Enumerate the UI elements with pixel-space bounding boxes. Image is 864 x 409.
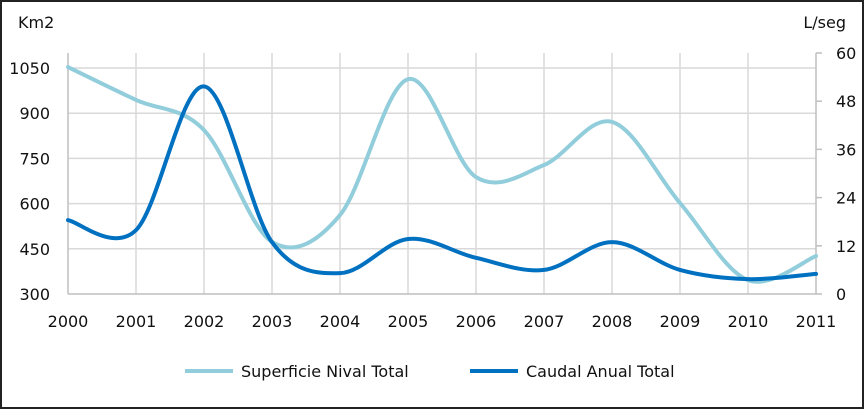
legend-label: Caudal Anual Total bbox=[526, 362, 675, 381]
right-axis-label: L/seg bbox=[803, 13, 846, 32]
series-line-caudal bbox=[66, 84, 818, 282]
right-tick-label: 0 bbox=[836, 285, 846, 304]
x-tick-label: 2004 bbox=[320, 312, 361, 331]
left-tick-label: 1050 bbox=[9, 59, 50, 78]
x-tick-label: 2010 bbox=[728, 312, 769, 331]
right-tick-label: 60 bbox=[836, 44, 856, 63]
x-tick-label: 2009 bbox=[660, 312, 701, 331]
x-tick-label: 2006 bbox=[456, 312, 497, 331]
x-tick-label: 2011 bbox=[796, 312, 837, 331]
x-tick-label: 2000 bbox=[48, 312, 89, 331]
x-tick-label: 2002 bbox=[184, 312, 225, 331]
left-tick-label: 450 bbox=[19, 240, 50, 259]
left-tick-label: 750 bbox=[19, 149, 50, 168]
left-axis-label: Km2 bbox=[18, 13, 54, 32]
x-tick-label: 2008 bbox=[592, 312, 633, 331]
x-tick-label: 2007 bbox=[524, 312, 565, 331]
legend: Superficie Nival Total Caudal Anual Total bbox=[185, 362, 675, 381]
series-line-superficie bbox=[66, 65, 818, 284]
right-tick-label: 36 bbox=[836, 140, 856, 159]
left-tick-label: 300 bbox=[19, 285, 50, 304]
right-tick-label: 12 bbox=[836, 237, 856, 256]
right-tick-label: 24 bbox=[836, 189, 856, 208]
left-tick-label: 600 bbox=[19, 195, 50, 214]
left-tick-label: 900 bbox=[19, 104, 50, 123]
right-tick-label: 48 bbox=[836, 92, 856, 111]
series-lines bbox=[66, 65, 818, 284]
grid bbox=[68, 53, 816, 294]
x-tick-label: 2001 bbox=[116, 312, 157, 331]
x-tick-label: 2005 bbox=[388, 312, 429, 331]
x-tick-label: 2003 bbox=[252, 312, 293, 331]
legend-label: Superficie Nival Total bbox=[241, 362, 409, 381]
